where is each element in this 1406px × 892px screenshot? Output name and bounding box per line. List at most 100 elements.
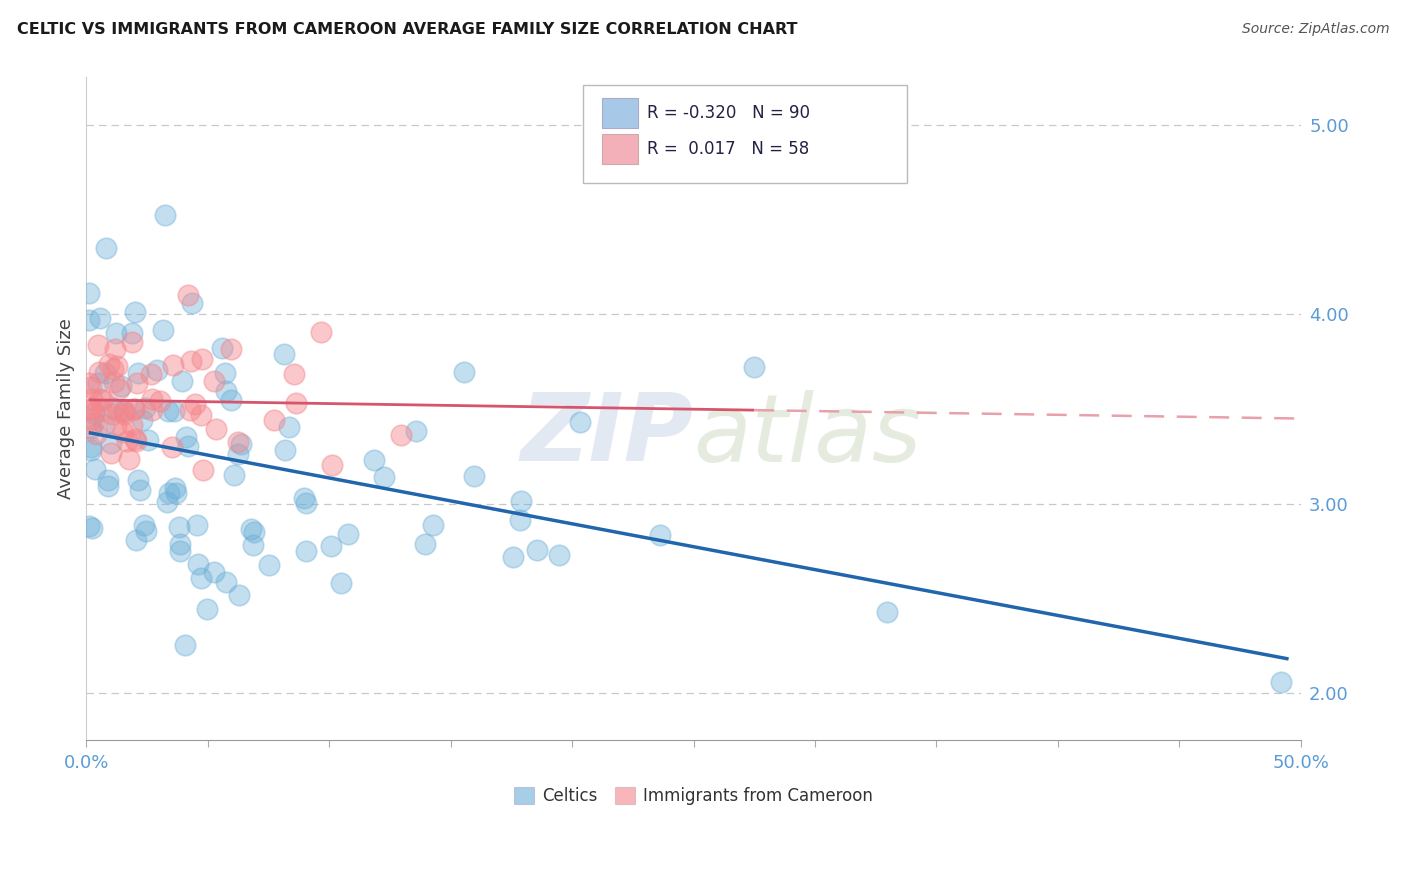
Point — [453, 365, 475, 379]
Point — [509, 513, 531, 527]
Point — [214, 367, 236, 381]
Point — [211, 341, 233, 355]
Point — [89, 392, 111, 406]
Legend: Celtics, Immigrants from Cameroon: Celtics, Immigrants from Cameroon — [508, 780, 880, 812]
Point — [104, 343, 127, 357]
Point — [548, 548, 571, 562]
Point — [124, 433, 146, 447]
Point — [101, 362, 124, 376]
Point — [122, 401, 145, 416]
Point — [422, 517, 444, 532]
Point — [226, 434, 249, 449]
Point — [93, 417, 115, 432]
Point — [190, 408, 212, 422]
Point — [187, 557, 209, 571]
Point — [79, 402, 101, 417]
Point — [136, 433, 159, 447]
Point — [149, 394, 172, 409]
Point — [152, 323, 174, 337]
Point — [329, 576, 352, 591]
Point — [405, 425, 427, 439]
Point — [363, 453, 385, 467]
Point — [80, 421, 103, 435]
Point — [112, 403, 135, 417]
Point — [180, 354, 202, 368]
Point — [90, 392, 112, 407]
Point — [294, 544, 316, 558]
Point — [166, 486, 188, 500]
Point — [100, 445, 122, 459]
Point — [242, 538, 264, 552]
Point — [84, 426, 107, 441]
Point — [91, 402, 114, 417]
Point — [169, 520, 191, 534]
Point — [263, 413, 285, 427]
Point — [124, 305, 146, 319]
Point — [100, 407, 122, 421]
Point — [125, 376, 148, 390]
Point — [111, 425, 134, 439]
Point — [202, 566, 225, 580]
Point — [112, 403, 135, 417]
Point — [141, 392, 163, 406]
Point — [156, 495, 179, 509]
Point — [274, 442, 297, 457]
Point — [283, 368, 305, 382]
Point — [191, 352, 214, 367]
Point — [162, 358, 184, 372]
Point — [174, 430, 197, 444]
Point — [169, 543, 191, 558]
Point — [77, 313, 100, 327]
Point — [337, 527, 360, 541]
Point — [190, 571, 212, 585]
Point — [226, 447, 249, 461]
Point — [222, 467, 245, 482]
Point — [80, 440, 103, 454]
Point — [202, 374, 225, 388]
Point — [221, 393, 243, 408]
Point — [83, 406, 105, 420]
Point — [526, 543, 548, 558]
Point — [295, 496, 318, 510]
Point — [413, 537, 436, 551]
Point — [104, 326, 127, 340]
Point — [87, 338, 110, 352]
Text: atlas: atlas — [693, 390, 922, 481]
Point — [101, 401, 124, 416]
Text: CELTIC VS IMMIGRANTS FROM CAMEROON AVERAGE FAMILY SIZE CORRELATION CHART: CELTIC VS IMMIGRANTS FROM CAMEROON AVERA… — [17, 22, 797, 37]
Point — [510, 494, 533, 508]
Point — [122, 401, 145, 416]
Point — [108, 382, 131, 396]
Text: Source: ZipAtlas.com: Source: ZipAtlas.com — [1241, 22, 1389, 37]
Point — [228, 589, 250, 603]
Point — [80, 412, 103, 426]
Point — [94, 241, 117, 255]
Point — [141, 367, 163, 381]
Point — [463, 469, 485, 483]
Point — [77, 286, 100, 301]
Point — [163, 404, 186, 418]
Point — [170, 375, 193, 389]
Point — [215, 575, 238, 590]
Point — [105, 359, 128, 373]
Point — [285, 396, 308, 410]
Point — [177, 287, 200, 301]
Point — [121, 326, 143, 340]
Point — [156, 403, 179, 417]
Point — [83, 415, 105, 429]
Point — [129, 483, 152, 497]
Point — [118, 451, 141, 466]
Point — [292, 491, 315, 505]
Point — [79, 443, 101, 458]
Point — [177, 439, 200, 453]
Point — [321, 458, 343, 472]
Point — [204, 422, 226, 436]
Point — [80, 521, 103, 535]
Point — [125, 533, 148, 548]
Point — [104, 419, 127, 434]
Point — [98, 358, 121, 372]
Point — [134, 401, 156, 415]
Point — [114, 407, 136, 421]
Point — [169, 536, 191, 550]
Text: R = -0.320   N = 90: R = -0.320 N = 90 — [647, 104, 810, 122]
